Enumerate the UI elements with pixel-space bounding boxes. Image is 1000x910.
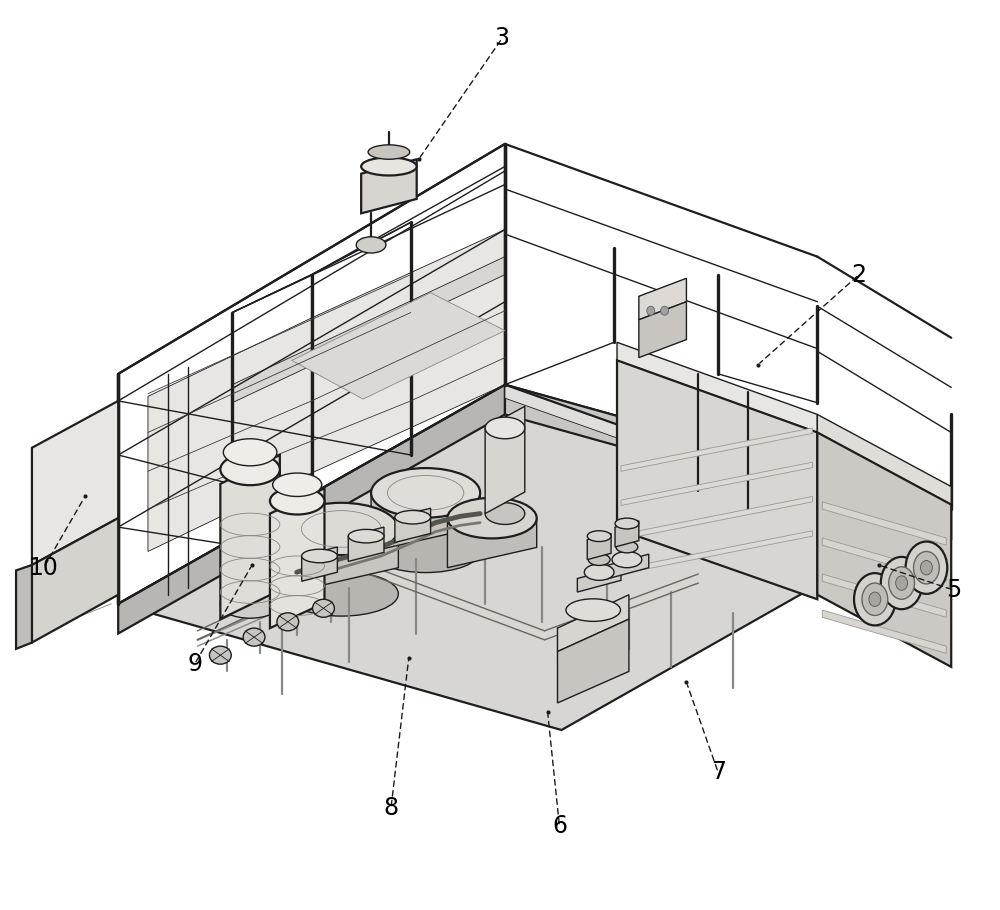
Ellipse shape xyxy=(313,600,334,617)
Polygon shape xyxy=(485,406,525,513)
Ellipse shape xyxy=(584,564,614,581)
Ellipse shape xyxy=(220,592,280,618)
Polygon shape xyxy=(621,462,812,505)
Ellipse shape xyxy=(914,551,939,584)
Polygon shape xyxy=(617,360,817,600)
Ellipse shape xyxy=(485,417,525,439)
Ellipse shape xyxy=(647,307,655,315)
Ellipse shape xyxy=(447,498,537,539)
Polygon shape xyxy=(822,538,946,581)
Ellipse shape xyxy=(368,145,410,159)
Polygon shape xyxy=(577,567,621,592)
Polygon shape xyxy=(284,529,398,594)
Polygon shape xyxy=(447,518,537,568)
Ellipse shape xyxy=(896,576,908,591)
Ellipse shape xyxy=(284,571,398,616)
Polygon shape xyxy=(605,554,649,580)
Polygon shape xyxy=(361,159,417,213)
Polygon shape xyxy=(822,610,946,653)
Polygon shape xyxy=(505,385,817,509)
Polygon shape xyxy=(395,508,431,542)
Ellipse shape xyxy=(209,646,231,664)
Text: 7: 7 xyxy=(711,761,726,784)
Polygon shape xyxy=(220,455,280,619)
Polygon shape xyxy=(617,342,817,432)
Polygon shape xyxy=(371,493,480,551)
Polygon shape xyxy=(558,595,629,652)
Ellipse shape xyxy=(612,551,642,568)
Ellipse shape xyxy=(889,567,915,600)
Text: 10: 10 xyxy=(29,556,59,580)
Polygon shape xyxy=(148,229,505,551)
Ellipse shape xyxy=(371,531,480,572)
Ellipse shape xyxy=(566,599,620,622)
Polygon shape xyxy=(621,531,812,574)
Ellipse shape xyxy=(243,628,265,646)
Polygon shape xyxy=(639,278,686,319)
Text: 3: 3 xyxy=(494,26,509,50)
Ellipse shape xyxy=(587,531,611,541)
Ellipse shape xyxy=(284,503,398,555)
Polygon shape xyxy=(817,414,951,504)
Polygon shape xyxy=(32,401,118,565)
Ellipse shape xyxy=(881,557,922,609)
Text: 5: 5 xyxy=(947,578,962,602)
Ellipse shape xyxy=(906,541,947,594)
Ellipse shape xyxy=(869,592,881,606)
Ellipse shape xyxy=(348,530,384,543)
Ellipse shape xyxy=(854,573,896,625)
Polygon shape xyxy=(621,497,812,540)
Ellipse shape xyxy=(220,454,280,485)
Text: 6: 6 xyxy=(552,814,567,838)
Ellipse shape xyxy=(588,553,610,565)
Polygon shape xyxy=(32,518,118,642)
Polygon shape xyxy=(822,574,946,617)
Ellipse shape xyxy=(661,307,669,315)
Polygon shape xyxy=(558,619,629,703)
Ellipse shape xyxy=(371,468,480,518)
Polygon shape xyxy=(270,489,324,628)
Polygon shape xyxy=(302,547,337,581)
Ellipse shape xyxy=(277,612,299,631)
Polygon shape xyxy=(118,385,505,633)
Text: 8: 8 xyxy=(383,796,398,821)
Polygon shape xyxy=(621,428,812,471)
Ellipse shape xyxy=(920,561,932,575)
Polygon shape xyxy=(817,432,951,667)
Text: 9: 9 xyxy=(187,652,202,676)
Ellipse shape xyxy=(223,439,277,466)
Ellipse shape xyxy=(270,488,324,514)
Ellipse shape xyxy=(356,237,386,253)
Ellipse shape xyxy=(485,503,525,524)
Ellipse shape xyxy=(273,473,322,497)
Polygon shape xyxy=(639,302,686,358)
Ellipse shape xyxy=(361,157,417,176)
Polygon shape xyxy=(505,385,951,539)
Ellipse shape xyxy=(616,541,638,553)
Polygon shape xyxy=(292,293,505,399)
Polygon shape xyxy=(822,502,946,545)
Polygon shape xyxy=(232,257,505,403)
Text: 2: 2 xyxy=(851,263,866,287)
Ellipse shape xyxy=(302,550,337,562)
Polygon shape xyxy=(587,533,611,560)
Ellipse shape xyxy=(615,518,639,529)
Ellipse shape xyxy=(862,583,888,615)
Polygon shape xyxy=(118,385,951,730)
Polygon shape xyxy=(615,521,639,547)
Polygon shape xyxy=(348,527,384,561)
Polygon shape xyxy=(16,565,32,649)
Ellipse shape xyxy=(395,511,431,524)
